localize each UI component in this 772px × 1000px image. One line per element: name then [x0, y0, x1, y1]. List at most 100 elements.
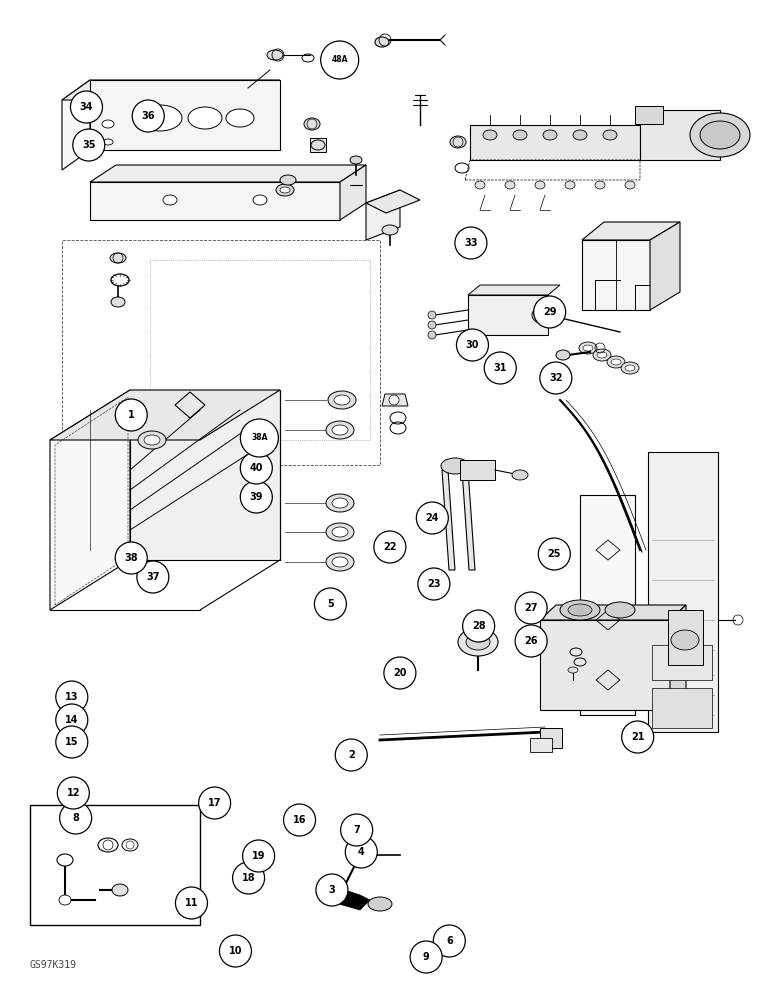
Ellipse shape: [579, 342, 597, 354]
Ellipse shape: [226, 109, 254, 127]
Circle shape: [410, 941, 442, 973]
Text: 6: 6: [446, 936, 452, 946]
Circle shape: [389, 395, 399, 405]
Ellipse shape: [59, 895, 71, 905]
Bar: [640, 110, 720, 160]
Ellipse shape: [450, 136, 466, 148]
Polygon shape: [90, 182, 340, 220]
Circle shape: [240, 452, 273, 484]
Polygon shape: [340, 165, 366, 220]
Circle shape: [533, 296, 566, 328]
Ellipse shape: [475, 181, 485, 189]
Ellipse shape: [332, 557, 348, 567]
Circle shape: [428, 321, 436, 329]
Circle shape: [621, 721, 654, 753]
Ellipse shape: [625, 181, 635, 189]
Ellipse shape: [326, 523, 354, 541]
Text: 3: 3: [329, 885, 335, 895]
Text: 36: 36: [141, 111, 155, 121]
Ellipse shape: [556, 350, 570, 360]
Ellipse shape: [607, 356, 625, 368]
Circle shape: [314, 588, 347, 620]
Text: 24: 24: [425, 513, 439, 523]
Text: 26: 26: [524, 636, 538, 646]
Circle shape: [340, 814, 373, 846]
Circle shape: [515, 592, 547, 624]
Ellipse shape: [332, 498, 348, 508]
Polygon shape: [582, 240, 650, 310]
Ellipse shape: [568, 604, 592, 616]
Ellipse shape: [441, 458, 469, 474]
Text: 18: 18: [242, 873, 256, 883]
Bar: [580, 495, 635, 715]
Ellipse shape: [144, 435, 160, 445]
Ellipse shape: [621, 362, 639, 374]
Ellipse shape: [326, 553, 354, 571]
Text: 17: 17: [208, 798, 222, 808]
Polygon shape: [90, 80, 280, 150]
Text: 34: 34: [80, 102, 93, 112]
Circle shape: [320, 41, 359, 79]
Text: 32: 32: [549, 373, 563, 383]
Ellipse shape: [326, 494, 354, 512]
Ellipse shape: [483, 130, 497, 140]
Text: 12: 12: [66, 788, 80, 798]
Text: 21: 21: [631, 732, 645, 742]
Ellipse shape: [253, 195, 267, 205]
Bar: [30, 805, 200, 925]
Ellipse shape: [458, 628, 498, 656]
Circle shape: [232, 862, 265, 894]
Circle shape: [283, 804, 316, 836]
Text: 30: 30: [466, 340, 479, 350]
Ellipse shape: [543, 130, 557, 140]
Polygon shape: [50, 390, 130, 610]
Text: 1: 1: [128, 410, 134, 420]
Text: 15: 15: [65, 737, 79, 747]
Text: 39: 39: [249, 492, 263, 502]
Bar: [540, 728, 562, 748]
Polygon shape: [382, 394, 408, 406]
Polygon shape: [310, 138, 326, 152]
Ellipse shape: [513, 130, 527, 140]
Text: 16: 16: [293, 815, 306, 825]
Ellipse shape: [311, 140, 325, 150]
Ellipse shape: [597, 352, 607, 358]
Ellipse shape: [280, 175, 296, 185]
Circle shape: [115, 399, 147, 431]
Text: 8: 8: [73, 813, 79, 823]
Ellipse shape: [112, 884, 128, 896]
Text: 7: 7: [354, 825, 360, 835]
Circle shape: [57, 777, 90, 809]
Circle shape: [56, 681, 88, 713]
Circle shape: [219, 935, 252, 967]
Ellipse shape: [110, 253, 126, 263]
Circle shape: [540, 362, 572, 394]
Text: 19: 19: [252, 851, 266, 861]
Ellipse shape: [532, 305, 564, 325]
Ellipse shape: [583, 345, 593, 351]
Bar: [470, 125, 640, 160]
Ellipse shape: [605, 602, 635, 618]
Ellipse shape: [138, 105, 182, 131]
Polygon shape: [468, 285, 560, 295]
Circle shape: [484, 352, 516, 384]
Ellipse shape: [540, 310, 556, 320]
Polygon shape: [62, 80, 280, 100]
Text: 9: 9: [423, 952, 429, 962]
Polygon shape: [325, 885, 370, 910]
Text: 29: 29: [543, 307, 557, 317]
Text: 38A: 38A: [251, 434, 268, 442]
Circle shape: [456, 329, 489, 361]
Polygon shape: [62, 80, 90, 170]
Ellipse shape: [102, 120, 114, 128]
Ellipse shape: [188, 107, 222, 129]
Polygon shape: [130, 390, 280, 560]
Polygon shape: [366, 190, 400, 240]
Text: 11: 11: [185, 898, 198, 908]
Polygon shape: [366, 190, 420, 213]
Ellipse shape: [332, 425, 348, 435]
Text: 22: 22: [383, 542, 397, 552]
Ellipse shape: [505, 181, 515, 189]
Circle shape: [316, 874, 348, 906]
Ellipse shape: [57, 854, 73, 866]
